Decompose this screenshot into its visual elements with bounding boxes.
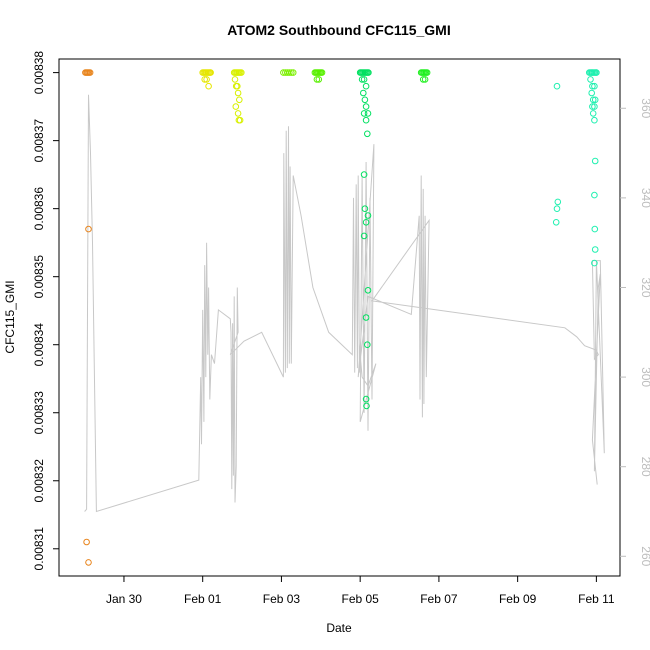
y-tick-label-5: 0.00836 (32, 187, 46, 231)
data-point-8-11 (593, 69, 600, 76)
y-tick-label-3: 0.00834 (32, 323, 46, 367)
x-axis: Jan 30 Feb 01 Feb 03 Feb 05 Feb 07 Feb 09 Feb … (106, 576, 615, 606)
data-point-8-22 (591, 157, 599, 165)
data-point-8-0 (553, 82, 561, 90)
data-point-3-10 (234, 89, 242, 97)
data-point-1-5 (85, 225, 92, 233)
y2-tick-label-5: 360 (639, 98, 650, 118)
plot-frame (58, 58, 621, 577)
data-point-6-13 (362, 103, 370, 110)
data-point-6-25 (364, 341, 371, 349)
data-point-8-20 (589, 110, 597, 117)
data-point-8-19 (591, 103, 598, 110)
data-point-5-7 (313, 76, 321, 83)
y-tick-label-4: 0.00835 (32, 255, 46, 299)
data-point-3-12 (232, 103, 240, 110)
y-tick-label-0: 0.00831 (32, 527, 46, 571)
x-tick-label-6: Feb 11 (578, 592, 615, 606)
y-axis-label: CFC115_GMI (3, 280, 17, 353)
data-point-8-21 (591, 116, 598, 124)
data-point-6-23 (364, 287, 372, 294)
x-tick-label-2: Feb 03 (263, 592, 301, 606)
data-point-6-18 (360, 171, 368, 178)
data-point-8-12 (587, 76, 594, 83)
data-point-1-6 (83, 538, 90, 546)
y-tick-label-2: 0.00833 (32, 391, 46, 435)
data-point-8-14 (591, 82, 598, 90)
data-point-6-15 (364, 110, 372, 117)
points-layer (82, 69, 600, 566)
altitude-line-layer (84, 94, 605, 513)
data-point-6-7 (365, 69, 372, 76)
data-point-3-11 (236, 96, 243, 104)
data-point-3-9 (234, 82, 241, 90)
x-tick-label-5: Feb 09 (499, 592, 537, 606)
data-point-8-1 (554, 198, 562, 206)
data-point-6-27 (363, 402, 370, 410)
data-point-8-23 (591, 191, 598, 199)
data-point-4-3 (286, 69, 293, 76)
data-point-6-26 (362, 395, 370, 403)
data-point-8-25 (591, 246, 599, 253)
data-point-3-6 (238, 69, 245, 76)
data-point-8-18 (589, 103, 596, 110)
data-point-3-15 (236, 116, 244, 124)
data-point-6-9 (360, 76, 368, 83)
data-point-4-5 (289, 69, 297, 76)
data-point-4-4 (288, 69, 295, 76)
data-point-8-17 (591, 96, 599, 104)
series-line-0 (84, 94, 605, 513)
data-point-6-14 (360, 110, 368, 117)
data-point-6-21 (362, 219, 370, 226)
data-point-8-24 (591, 225, 599, 233)
data-point-8-13 (589, 82, 596, 90)
data-point-1-4 (86, 69, 94, 76)
data-point-8-26 (591, 259, 598, 267)
x-tick-label-0: Jan 30 (106, 592, 142, 606)
x-tick-label-3: Feb 05 (341, 592, 379, 606)
x-axis-label: Date (326, 621, 352, 635)
y2-tick-label-0: 260 (639, 546, 650, 566)
data-point-7-7 (421, 76, 429, 83)
x-tick-label-1: Feb 01 (184, 592, 222, 606)
data-point-5-8 (315, 76, 323, 83)
data-point-3-7 (231, 76, 239, 83)
data-point-2-9 (203, 76, 210, 83)
data-point-6-11 (360, 89, 367, 97)
data-point-8-2 (553, 205, 561, 212)
data-point-6-17 (364, 130, 371, 138)
chart-title: ATOM2 Southbound CFC115_GMI (227, 22, 451, 38)
data-point-7-5 (423, 69, 431, 76)
data-point-6-22 (360, 232, 368, 240)
y2-tick-label-1: 280 (639, 457, 650, 477)
y2-tick-label-3: 320 (639, 277, 650, 297)
data-point-3-13 (234, 110, 242, 117)
x-tick-label-4: Feb 07 (420, 592, 458, 606)
data-point-7-6 (419, 76, 427, 83)
y-tick-label-1: 0.00832 (32, 459, 46, 503)
y2-tick-label-4: 340 (639, 188, 650, 208)
data-point-5-6 (318, 69, 326, 76)
data-point-2-10 (205, 82, 212, 90)
data-point-6-20 (364, 212, 372, 219)
y2-tick-label-2: 300 (639, 367, 650, 387)
y-tick-label-7: 0.00838 (32, 51, 46, 95)
data-point-6-8 (358, 76, 366, 83)
data-point-2-8 (201, 76, 208, 83)
data-point-8-3 (552, 219, 560, 226)
data-point-6-24 (362, 314, 370, 321)
data-point-8-16 (589, 96, 597, 104)
data-point-6-19 (361, 205, 369, 212)
right-y-axis: 260 280 300 320 340 360 (620, 98, 650, 567)
data-point-1-7 (85, 559, 92, 566)
data-point-8-15 (588, 89, 596, 97)
data-point-2-7 (207, 69, 214, 76)
data-point-6-12 (361, 96, 369, 104)
y-tick-label-6: 0.00837 (32, 119, 46, 163)
y-axis: 0.00831 0.00832 0.00833 0.00834 0.00835 0.008… (32, 51, 59, 571)
data-point-6-10 (362, 82, 370, 90)
data-point-6-16 (362, 116, 370, 124)
